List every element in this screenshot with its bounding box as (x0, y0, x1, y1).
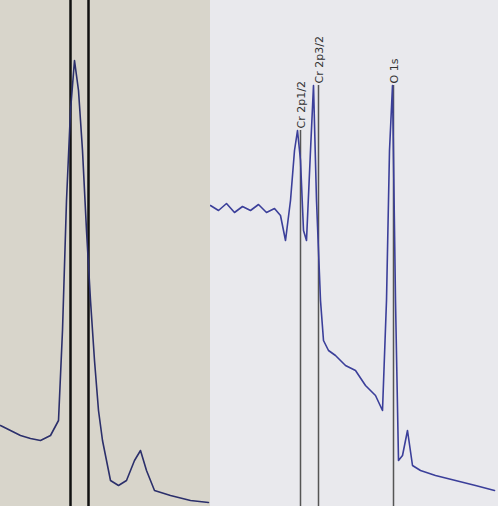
svg-text:Cr 2p1/2: Cr 2p1/2 (295, 81, 308, 128)
svg-text:O 1s: O 1s (388, 58, 401, 83)
svg-text:Cr 2p3/2: Cr 2p3/2 (313, 36, 326, 83)
